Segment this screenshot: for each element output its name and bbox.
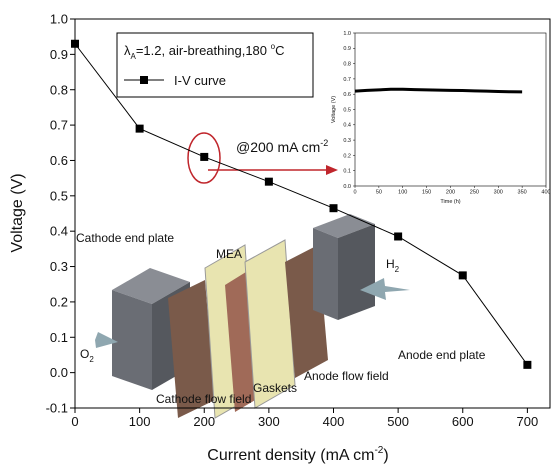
legend-title-text: =1.2, air-breathing,180 xyxy=(136,43,271,58)
legend-title-text: λ xyxy=(124,43,131,58)
y-tick-label: 0.7 xyxy=(343,77,351,83)
data-point xyxy=(200,152,209,161)
y-tick-label: 0.8 xyxy=(50,82,68,97)
diagram-label: MEA xyxy=(216,247,242,261)
diagram-label: Anode end plate xyxy=(398,348,486,362)
diagram-label-text: O xyxy=(80,347,89,361)
data-point xyxy=(135,124,144,133)
y-tick-label: 0.6 xyxy=(343,92,351,98)
x-tick-label: 350 xyxy=(518,190,527,196)
x-tick-label: 50 xyxy=(376,190,382,196)
x-axis-label-text: ) xyxy=(383,447,388,464)
x-tick-label: 200 xyxy=(446,190,455,196)
inset-x-label: Time (h) xyxy=(440,199,460,205)
y-tick-label: 0.5 xyxy=(50,188,68,203)
x-tick-label: 0 xyxy=(71,414,78,429)
data-point xyxy=(329,204,338,213)
x-tick-label: 100 xyxy=(129,414,151,429)
legend-title-sup: o xyxy=(271,42,276,51)
arrow-head xyxy=(326,165,338,175)
x-tick-label: 300 xyxy=(258,414,280,429)
x-axis-label-sup: -2 xyxy=(374,445,383,456)
x-tick-label: 400 xyxy=(323,414,345,429)
x-tick-label: 200 xyxy=(193,414,215,429)
legend-title: λA=1.2, air-breathing,180 oC xyxy=(124,42,284,61)
x-tick-label: 150 xyxy=(422,190,431,196)
y-tick-label: 0.0 xyxy=(50,365,68,380)
annotation-text: @200 mA cm xyxy=(236,139,320,155)
x-tick-label: 250 xyxy=(470,190,479,196)
series-line xyxy=(354,87,523,94)
y-tick-label: 0.9 xyxy=(343,46,351,52)
plot-frame xyxy=(74,18,551,409)
y-axis-label: Voltage (V) xyxy=(9,173,26,252)
y-tick-label: 0.2 xyxy=(50,294,68,309)
x-tick-label: 700 xyxy=(517,414,539,429)
x-tick-label: 300 xyxy=(494,190,503,196)
y-tick-label: 0.7 xyxy=(50,118,68,133)
inset-y-label: Voltage (V) xyxy=(331,96,337,123)
y-tick-label: 1.0 xyxy=(50,12,68,27)
x-tick-label: 600 xyxy=(452,414,474,429)
highlight-ellipse xyxy=(187,132,221,184)
diagram-label-text: H xyxy=(386,257,395,271)
diagram-label: Cathode end plate xyxy=(76,231,174,245)
data-point xyxy=(458,271,467,280)
y-tick-label: -0.1 xyxy=(46,401,68,416)
diagram-label-sub: 2 xyxy=(395,265,400,274)
diagram-labels: Cathode end plate MEA H2 O2 Gaskets Cath… xyxy=(76,231,486,406)
data-point xyxy=(264,177,273,186)
y-tick-label: 0.1 xyxy=(343,169,351,175)
legend xyxy=(116,32,314,98)
y-tick-label: 0.5 xyxy=(343,107,351,113)
x-tick-label: 100 xyxy=(398,190,407,196)
x-axis-label: Current density (mA cm-2) xyxy=(207,445,388,464)
legend-label: I-V curve xyxy=(174,73,226,88)
x-tick-label: 0 xyxy=(353,190,356,196)
diagram-label-sub: 2 xyxy=(89,355,94,364)
data-point xyxy=(523,360,532,369)
diagram-label: Cathode flow field xyxy=(156,392,251,406)
annotation-sup: -2 xyxy=(320,138,328,148)
x-axis-label-text: Current density (mA cm xyxy=(207,447,374,464)
x-tick-label: 500 xyxy=(387,414,409,429)
legend-title-text: C xyxy=(275,43,284,58)
y-tick-label: 0.9 xyxy=(50,47,68,62)
y-tick-label: 0.8 xyxy=(343,62,351,68)
y-tick-label: 0.0 xyxy=(343,184,351,190)
data-point xyxy=(394,232,403,241)
y-tick-label: 0.3 xyxy=(343,138,351,144)
fuel-cell-illustration xyxy=(70,214,410,419)
x-tick-label: 400 xyxy=(541,190,550,196)
legend-marker xyxy=(140,76,148,84)
data-point xyxy=(71,39,79,48)
legend-title-sub: A xyxy=(131,52,137,61)
annotation: @200 mA cm-2 xyxy=(236,138,328,155)
y-tick-label: 1.0 xyxy=(343,31,351,37)
diagram-label: O2 xyxy=(80,347,94,364)
y-tick-label: 0.4 xyxy=(343,123,351,129)
y-tick-label: 0.3 xyxy=(50,259,68,274)
y-tick-label: 0.4 xyxy=(50,224,68,239)
y-tick-label: 0.2 xyxy=(343,153,351,159)
series-line xyxy=(74,43,528,366)
diagram-label: H2 xyxy=(386,257,400,274)
diagram-label: Gaskets xyxy=(253,381,297,395)
inset-background xyxy=(355,33,546,186)
diagram-label: Anode flow field xyxy=(304,369,389,383)
y-tick-label: 0.6 xyxy=(50,153,68,168)
y-tick-label: 0.1 xyxy=(50,330,68,345)
